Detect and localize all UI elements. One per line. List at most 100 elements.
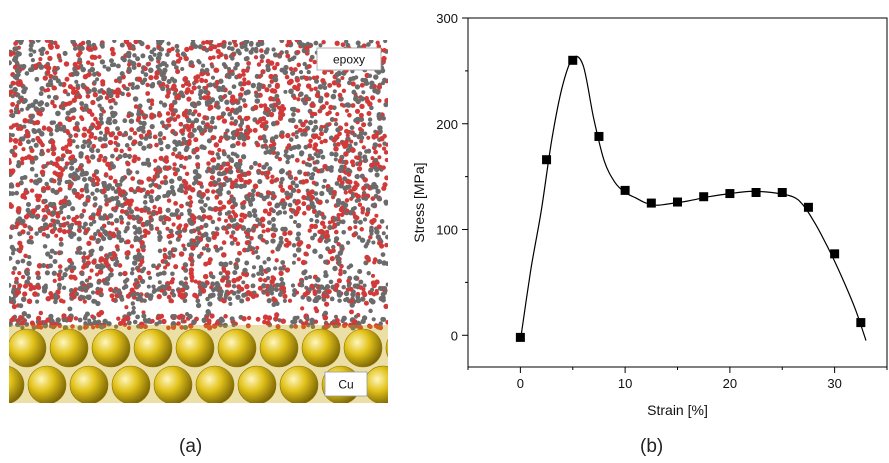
atom: [131, 260, 138, 266]
atom: [47, 201, 54, 208]
atom: [70, 86, 76, 92]
atom: [171, 60, 177, 67]
atom: [354, 116, 361, 122]
atom: [181, 243, 186, 248]
atom: [186, 126, 192, 133]
atom: [54, 44, 60, 50]
atom: [43, 319, 48, 324]
atom: [349, 309, 354, 315]
atom: [193, 279, 198, 284]
atom: [341, 285, 346, 290]
atom: [103, 194, 108, 199]
atom: [13, 109, 19, 115]
atom: [169, 185, 175, 190]
atom: [45, 185, 51, 191]
atom: [263, 138, 268, 144]
atom: [340, 219, 346, 225]
atom: [376, 240, 383, 246]
atom: [34, 299, 40, 304]
atom: [309, 87, 314, 92]
atom: [138, 120, 143, 125]
atom: [223, 133, 229, 140]
atom: [346, 129, 351, 134]
atom: [271, 208, 276, 214]
atom: [183, 56, 188, 61]
atom: [233, 65, 238, 71]
atom: [336, 70, 342, 77]
y-tick-label: 300: [436, 11, 458, 26]
atom: [74, 79, 79, 84]
atom: [341, 159, 346, 165]
atom: [283, 64, 289, 71]
atom: [68, 225, 74, 231]
atom: [356, 197, 362, 203]
atom: [235, 276, 241, 282]
atom: [313, 133, 319, 139]
atom: [143, 72, 149, 77]
atom: [181, 136, 186, 142]
copper-atom: [301, 328, 341, 368]
atom: [313, 86, 318, 91]
atom: [236, 284, 242, 290]
atom: [176, 314, 183, 320]
atom: [219, 246, 224, 251]
atom: [383, 102, 388, 108]
atom: [228, 157, 234, 163]
atom: [86, 158, 92, 164]
atom: [370, 220, 375, 226]
atom: [301, 195, 307, 200]
atom: [204, 188, 210, 194]
atom: [252, 213, 258, 219]
atom: [259, 48, 264, 53]
atom: [376, 111, 382, 118]
atom: [159, 180, 165, 185]
atom: [123, 283, 129, 290]
atom: [286, 143, 292, 148]
atom: [60, 157, 65, 162]
atom: [109, 256, 114, 261]
atom: [237, 105, 243, 110]
atom: [188, 323, 194, 329]
atom: [374, 172, 380, 178]
atom: [345, 133, 350, 138]
atom: [207, 104, 214, 111]
atom: [157, 234, 163, 241]
atom: [367, 73, 373, 79]
atom: [82, 325, 88, 330]
atom: [51, 210, 56, 216]
atom: [64, 148, 70, 154]
atom: [306, 296, 312, 301]
atom: [182, 165, 187, 170]
atom: [158, 100, 163, 105]
atom: [64, 128, 70, 134]
atom: [72, 61, 78, 68]
atom: [184, 46, 190, 53]
atom: [167, 250, 173, 256]
copper-atom: [153, 365, 193, 403]
atom: [334, 181, 340, 186]
atom: [204, 47, 210, 53]
atom: [29, 240, 34, 245]
atom: [26, 210, 32, 215]
atom: [321, 293, 326, 298]
atom: [169, 212, 175, 218]
atom: [307, 287, 312, 292]
atom: [370, 299, 376, 305]
atom: [15, 322, 20, 328]
atom: [369, 162, 375, 168]
atom: [359, 103, 365, 110]
atom: [300, 306, 305, 311]
atom: [285, 194, 291, 201]
atom: [252, 160, 258, 166]
atom: [221, 252, 227, 258]
atom: [251, 208, 258, 214]
atom: [317, 199, 323, 205]
atom: [227, 111, 233, 117]
atom: [16, 159, 21, 165]
atom: [214, 226, 219, 231]
atom: [384, 234, 388, 240]
atom: [293, 67, 298, 72]
atom: [320, 78, 326, 84]
atom: [383, 150, 388, 155]
atom: [26, 231, 31, 236]
